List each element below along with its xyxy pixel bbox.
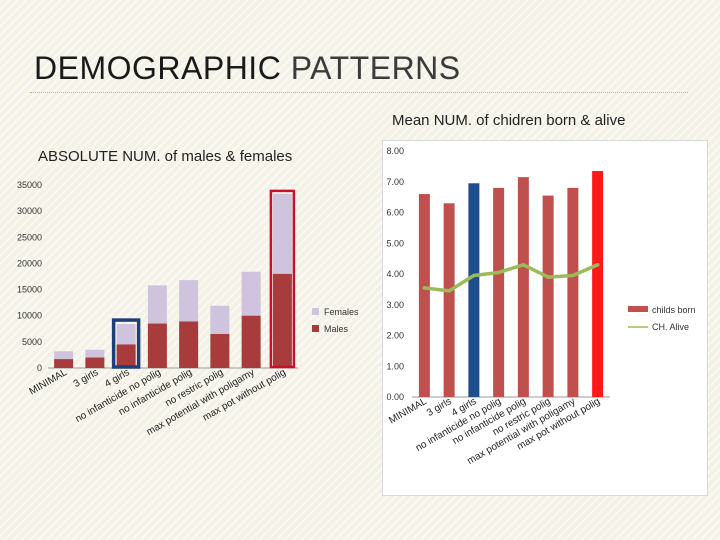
y-tick-label: 4.00 [386,269,404,279]
legend-label-females: Females [324,307,359,317]
point-ch-alive [447,289,451,293]
bar-females-no-infanticide-no-polig [147,285,167,324]
legend-swatch-females [312,308,319,315]
y-tick-label: 15000 [17,285,42,295]
y-tick-label: 6.00 [386,208,404,218]
y-tick-label: 1.00 [386,361,404,371]
bar-females-3-girls [85,349,105,358]
bar-childs-born-max-pot-without-polig [592,170,604,397]
legend-swatch-childs-born [628,306,648,312]
left-chart-title: ABSOLUTE NUM. of males & females [38,148,293,165]
y-tick-label: 30000 [17,206,42,216]
bar-males-no-infanticide-polig [179,321,199,368]
bar-males-4-girls [116,344,136,368]
y-tick-label: 20000 [17,258,42,268]
point-ch-alive [546,275,550,279]
highlight-box-red [269,189,296,369]
bar-males-max-pot-without-polig [272,273,292,368]
bar-childs-born-3-girls [443,203,455,397]
title-accent: PATTERNS [290,50,461,86]
y-tick-label: 8.00 [386,146,404,156]
bar-childs-born-max-potential-with-poligamy [567,187,579,397]
y-tick-label: 5.00 [386,238,404,248]
point-ch-alive [472,273,476,278]
y-tick-label: 3.00 [386,300,404,310]
point-ch-alive [595,262,600,267]
bar-females-max-potential-with-poligamy [241,271,261,316]
legend-label-males: Males [324,324,349,334]
y-tick-label: 10000 [17,311,42,321]
title-main: DEMOGRAPHIC [34,50,282,86]
highlight-box-blue [111,318,141,369]
bar-females-4-girls [116,324,136,345]
point-ch-alive [422,286,427,290]
right-chart-title: Mean NUM. of chidren born & alive [392,112,626,129]
title-divider [30,92,688,93]
legend-label-ch-alive: CH. Alive [652,322,689,332]
bar-childs-born-minimal [418,194,430,397]
point-ch-alive [521,262,526,267]
point-ch-alive [571,273,575,278]
bar-males-3-girls [85,357,105,368]
y-tick-label: 0 [37,363,42,373]
bar-females-minimal [54,351,74,360]
bar-males-minimal [54,359,74,368]
page-title: DEMOGRAPHIC PATTERNS [34,50,461,87]
bar-childs-born-4-girls [468,183,480,397]
y-tick-label: 35000 [17,180,42,190]
bar-males-max-potential-with-poligamy [241,315,261,368]
legend-label-childs-born: childs born [652,305,696,315]
bar-childs-born-no-infanticide-polig [517,177,529,397]
y-tick-label: 2.00 [386,331,404,341]
bar-childs-born-no-infanticide-no-polig [493,187,505,397]
bar-males-no-infanticide-no-polig [147,323,167,368]
line-ch-alive [424,263,599,293]
y-tick-label: 25000 [17,232,42,242]
bar-females-no-infanticide-polig [179,280,199,322]
bar-males-no-restric-polig [210,334,230,368]
legend-swatch-males [312,325,319,332]
y-tick-label: 5000 [22,337,42,347]
bar-females-no-restric-polig [210,305,230,335]
y-tick-label: 7.00 [386,177,404,187]
point-ch-alive [496,270,501,275]
y-tick-label: 0.00 [386,392,404,402]
bar-females-max-pot-without-polig [272,193,292,274]
x-category-label: 3 girls [425,396,454,419]
bar-childs-born-no-restric-polig [542,195,554,397]
